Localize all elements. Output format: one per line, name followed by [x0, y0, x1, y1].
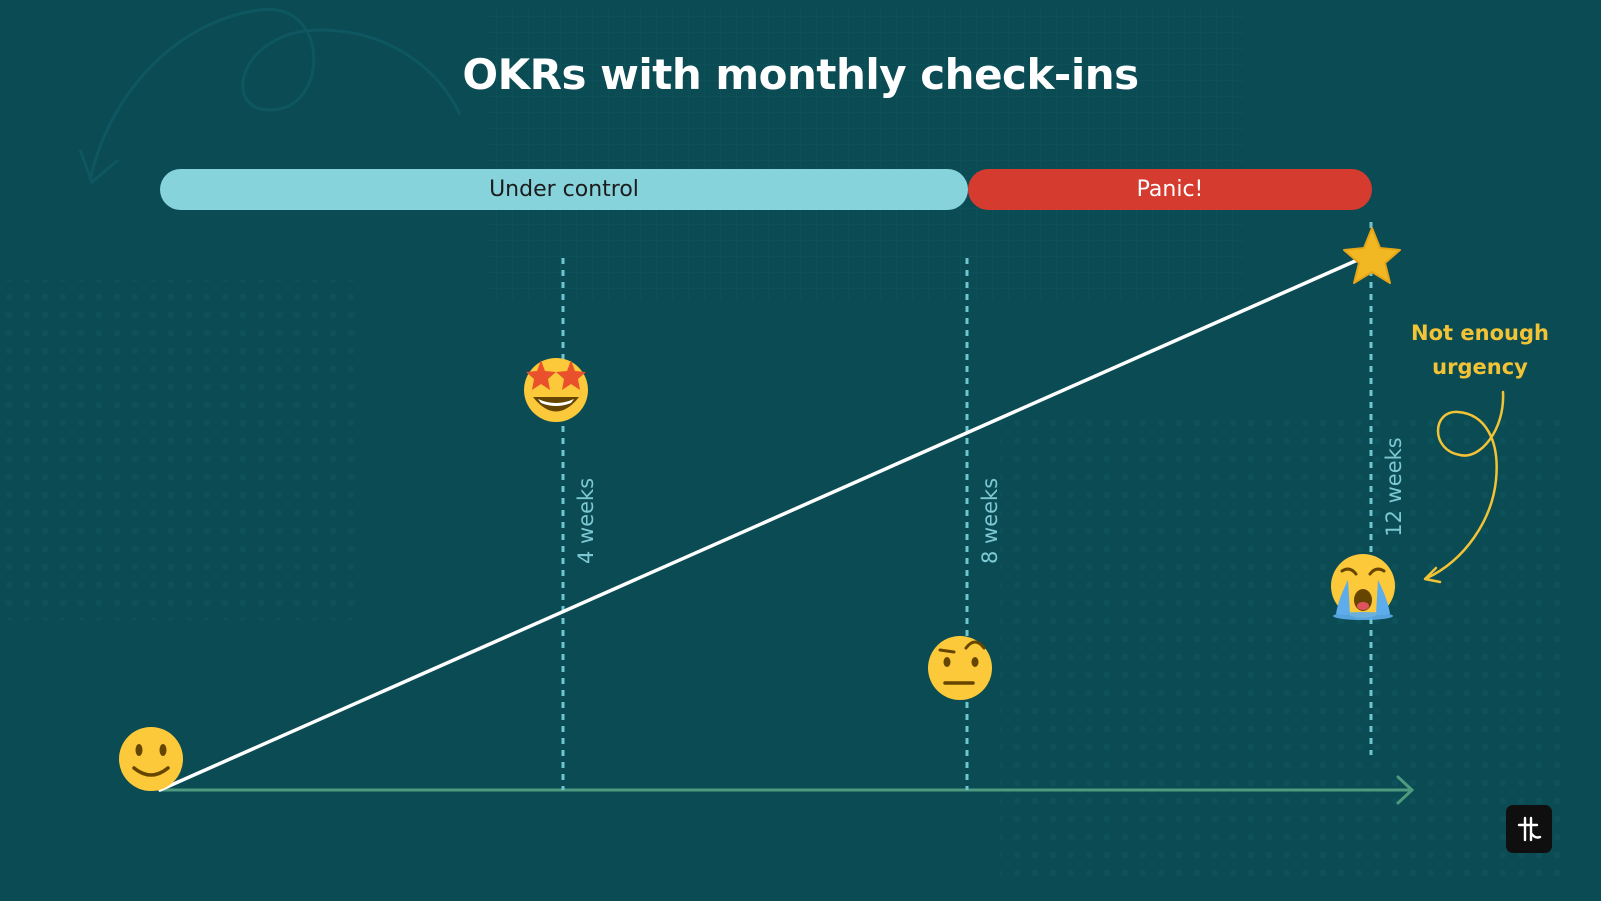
phase-panic: Panic!: [968, 169, 1372, 210]
slightly-smiling-face-icon: [119, 727, 183, 791]
crying-face-icon: [1331, 554, 1395, 620]
urgency-annotation: Not enough urgency: [1411, 321, 1549, 379]
checkpoint-label-8-weeks: 8 weeks: [978, 477, 1002, 564]
checkpoint-label-4-weeks: 4 weeks: [574, 477, 598, 564]
background-doodle: [88, 7, 462, 181]
progress-line: [158, 256, 1364, 792]
checkpoint-label-12-weeks: 12 weeks: [1382, 437, 1406, 537]
background-grid: [488, 10, 1244, 300]
diagram-title: OKRs with monthly check-ins: [462, 50, 1139, 99]
background-dots-right: [1000, 420, 1560, 880]
background-dots-left: [0, 280, 360, 620]
annotation-arrow: [1425, 390, 1505, 580]
raised-eyebrow-face-icon: [928, 636, 992, 700]
brand-logo-icon: [1506, 805, 1552, 853]
phase-under-control: Under control: [160, 169, 968, 210]
phase-panic-label: Panic!: [1136, 177, 1204, 202]
star-icon: [1343, 227, 1401, 284]
phase-under-control-label: Under control: [489, 177, 639, 202]
star-struck-face-icon: [524, 358, 588, 422]
time-axis-arrowhead: [1396, 775, 1415, 805]
